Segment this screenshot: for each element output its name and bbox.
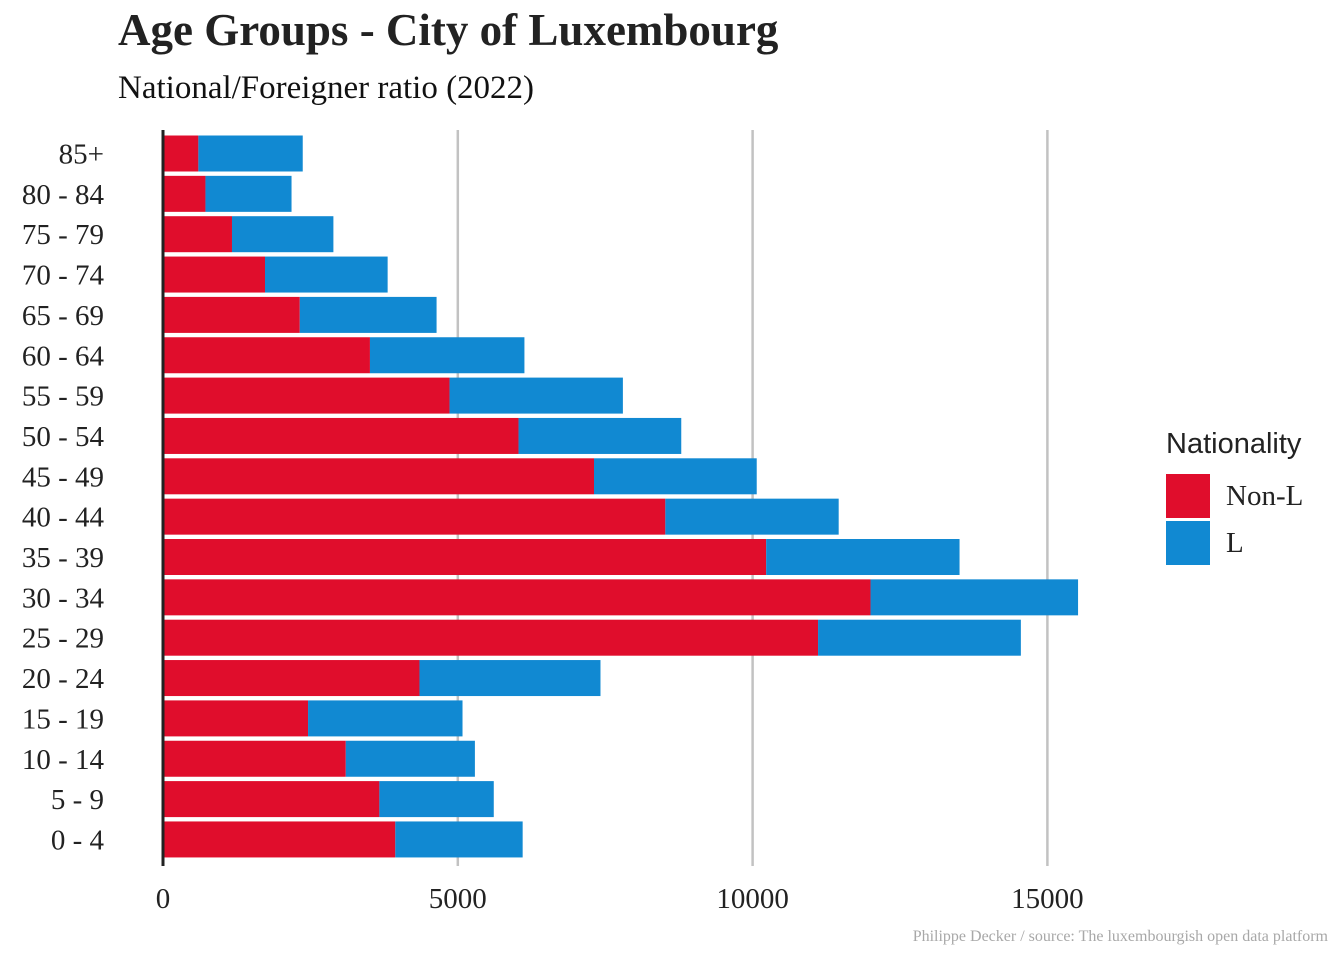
bar-l-10 — [766, 539, 960, 575]
bar-non-l-16 — [163, 781, 380, 818]
legend-item-l: L — [1166, 521, 1244, 565]
bar-l-16 — [379, 781, 494, 818]
y-tick-label-12: 25 - 29 — [22, 623, 104, 655]
bar-l-15 — [345, 740, 475, 777]
y-tick-label-11: 30 - 34 — [22, 582, 105, 614]
y-tick-label-13: 20 - 24 — [22, 663, 105, 695]
bar-non-l-6 — [163, 377, 450, 414]
y-tick-label-8: 45 - 49 — [22, 461, 104, 493]
bar-non-l-14 — [163, 700, 309, 737]
legend-title: Nationality — [1166, 428, 1302, 460]
y-tick-label-7: 50 - 54 — [22, 421, 105, 453]
x-tick-label-2: 10000 — [716, 883, 789, 915]
bar-non-l-15 — [163, 740, 346, 777]
bar-non-l-0 — [163, 135, 199, 172]
y-tick-label-3: 70 - 74 — [22, 260, 105, 292]
y-tick-label-17: 0 - 4 — [51, 824, 105, 856]
y-tick-label-5: 60 - 64 — [22, 340, 105, 372]
y-tick-label-16: 5 - 9 — [51, 784, 104, 816]
bar-non-l-3 — [163, 256, 266, 293]
y-tick-label-14: 15 - 19 — [22, 703, 104, 735]
bar-non-l-11 — [163, 579, 871, 616]
bar-l-3 — [265, 256, 388, 293]
y-tick-label-0: 85+ — [59, 139, 104, 171]
x-tick-label-1: 5000 — [429, 883, 487, 915]
bar-l-5 — [369, 337, 525, 374]
bar-non-l-12 — [163, 619, 819, 656]
x-tick-label-0: 0 — [156, 883, 171, 915]
bar-l-14 — [308, 700, 463, 737]
chart-caption: Philippe Decker / source: The luxembourg… — [912, 928, 1328, 945]
y-tick-label-2: 75 - 79 — [22, 219, 104, 251]
legend-label-non-l: Non-L — [1226, 479, 1304, 512]
legend-swatch-l — [1166, 521, 1210, 565]
bar-non-l-2 — [163, 216, 232, 253]
bar-non-l-17 — [163, 821, 396, 858]
legend-item-non-l: Non-L — [1166, 474, 1303, 518]
chart-subtitle: National/Foreigner ratio (2022) — [118, 70, 535, 106]
bar-l-0 — [198, 135, 303, 172]
bar-l-11 — [870, 579, 1079, 616]
bar-l-17 — [395, 821, 523, 858]
bar-l-6 — [449, 377, 623, 414]
bar-non-l-5 — [163, 337, 370, 374]
bar-l-4 — [299, 296, 437, 333]
bar-non-l-7 — [163, 417, 519, 454]
bar-l-1 — [205, 175, 292, 212]
y-tick-label-10: 35 - 39 — [22, 542, 104, 574]
bar-non-l-9 — [163, 498, 666, 535]
y-tick-label-6: 55 - 59 — [22, 381, 104, 413]
bar-non-l-10 — [163, 539, 767, 575]
bar-non-l-13 — [163, 660, 420, 697]
bar-non-l-8 — [163, 458, 594, 495]
legend-swatch-non-l — [1166, 474, 1210, 518]
legend-label-l: L — [1226, 526, 1244, 559]
bar-l-7 — [518, 417, 682, 454]
bar-non-l-4 — [163, 296, 300, 333]
y-tick-label-9: 40 - 44 — [22, 502, 105, 534]
bar-non-l-1 — [163, 175, 206, 212]
y-tick-label-15: 10 - 14 — [22, 744, 105, 776]
bar-l-12 — [818, 619, 1021, 656]
bar-l-13 — [419, 660, 601, 697]
y-tick-label-1: 80 - 84 — [22, 179, 105, 211]
bar-l-8 — [593, 458, 757, 495]
bar-l-9 — [665, 498, 839, 535]
x-tick-label-3: 15000 — [1011, 883, 1084, 915]
chart-title: Age Groups - City of Luxembourg — [118, 5, 779, 55]
bar-l-2 — [231, 216, 334, 253]
y-tick-label-4: 65 - 69 — [22, 300, 104, 332]
